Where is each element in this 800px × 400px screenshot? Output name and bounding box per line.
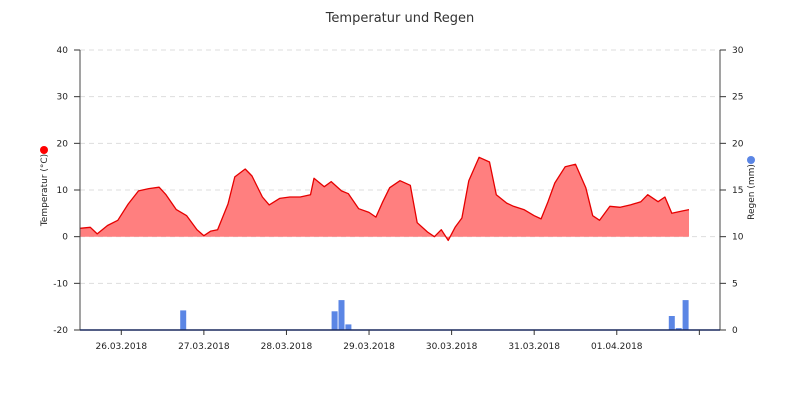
rain-bar: [682, 300, 689, 330]
rain-bar: [668, 316, 675, 330]
x-tick-label: 27.03.2018: [178, 342, 230, 352]
axes: -20 -10 0 10 20 30 40 0 5 10 15 20 25 30 26.03.2018 27.…: [53, 46, 743, 352]
rain-bar: [338, 300, 345, 330]
y-right-tick-label: 25: [732, 93, 743, 103]
series-layer: [79, 156, 690, 330]
temperature-legend-marker: [40, 146, 48, 154]
y-left-tick-label: 0: [62, 233, 68, 243]
y-axis-left-label: Temperatur (°C): [40, 154, 50, 227]
y-right-tick-label: 10: [732, 233, 744, 243]
temperature-line: [79, 156, 690, 242]
y-axis-right-label: Regen (mm): [747, 164, 757, 220]
y-right-tick-label: 20: [732, 139, 744, 149]
y-left-tick-label: 10: [57, 186, 69, 196]
y-left-tick-label: 20: [57, 139, 69, 149]
y-right-tick-label: 5: [732, 279, 738, 289]
x-tick-label: 01.04.2018: [591, 342, 643, 352]
y-left-tick-label: 30: [57, 93, 69, 103]
x-tick-label: 26.03.2018: [96, 342, 148, 352]
x-tick-label: 30.03.2018: [426, 342, 478, 352]
rain-legend-marker: [747, 156, 755, 164]
y-left-tick-label: -20: [53, 326, 68, 336]
x-tick-label: 29.03.2018: [343, 342, 395, 352]
x-tick-label: 31.03.2018: [508, 342, 560, 352]
y-right-tick-label: 15: [732, 186, 743, 196]
y-left-tick-label: 40: [57, 46, 69, 56]
x-tick-label: 28.03.2018: [261, 342, 313, 352]
rain-bar: [675, 328, 682, 330]
y-right-tick-label: 0: [732, 326, 738, 336]
y-left-tick-label: -10: [53, 279, 68, 289]
rain-bar: [180, 310, 187, 330]
rain-bar: [331, 311, 338, 330]
chart-title: Temperatur und Regen: [325, 11, 475, 26]
y-right-tick-label: 30: [732, 46, 744, 56]
gridlines: [80, 49, 720, 284]
rain-bar: [345, 324, 352, 330]
